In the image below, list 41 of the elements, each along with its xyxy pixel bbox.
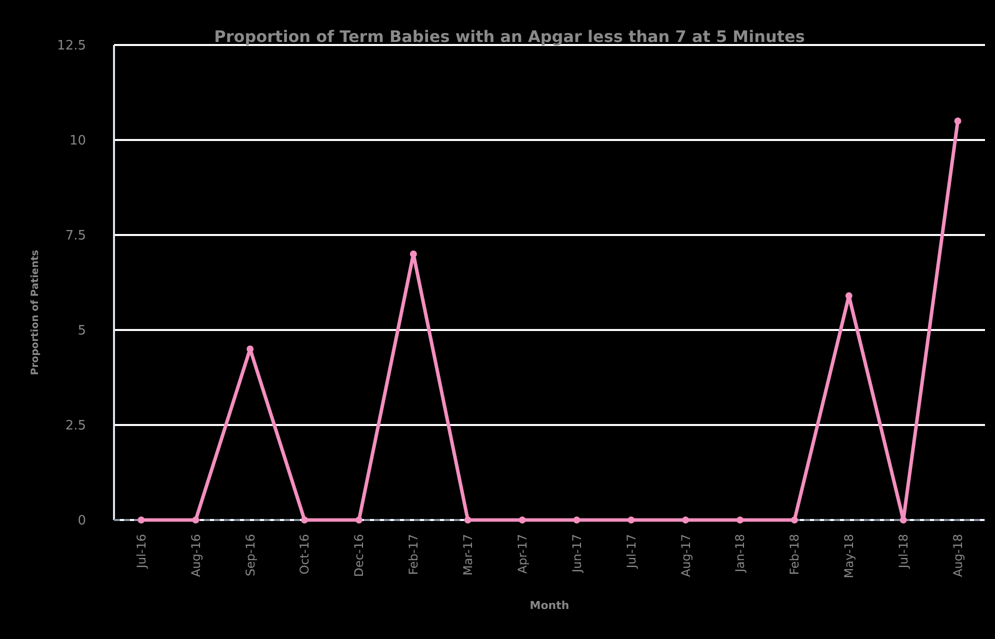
x-tick-label: Feb-17 xyxy=(406,534,421,575)
point xyxy=(301,516,308,524)
y-axis-title: Proportion of Patients xyxy=(30,250,41,376)
point xyxy=(628,516,635,524)
x-tick-label: Aug-16 xyxy=(188,534,203,578)
x-tick-label: May-18 xyxy=(842,534,856,578)
x-tick-label: Apr-17 xyxy=(515,534,530,574)
point xyxy=(410,250,417,258)
point xyxy=(355,516,362,524)
y-tick-label: 5 xyxy=(78,324,86,339)
chart-title: Proportion of Term Babies with an Apgar less than 7 at 5 Minutes xyxy=(214,27,805,46)
point xyxy=(573,516,580,524)
x-tick-label: Feb-18 xyxy=(788,534,802,575)
point xyxy=(900,516,907,524)
x-tick-label: Mar-17 xyxy=(461,534,476,576)
x-tick-label: Jul-18 xyxy=(896,534,911,570)
x-axis-title: Month xyxy=(530,599,570,612)
x-tick-label: Aug-18 xyxy=(950,534,965,578)
x-tick-label: Oct-16 xyxy=(298,534,312,574)
x-tick-label: Jul-16 xyxy=(134,534,148,570)
point xyxy=(682,516,690,524)
point xyxy=(845,292,852,300)
x-tick-label: Jul-17 xyxy=(624,534,638,570)
point xyxy=(736,516,744,524)
y-tick-label: 10 xyxy=(69,134,86,149)
x-tick-label: Jun-17 xyxy=(570,534,584,574)
point xyxy=(954,118,962,124)
point xyxy=(464,516,472,524)
y-tick-label: 12.5 xyxy=(57,38,86,54)
point xyxy=(790,516,798,524)
x-tick-label: Jan-18 xyxy=(733,534,748,574)
point xyxy=(246,346,254,352)
y-tick-label: 7.5 xyxy=(65,228,86,244)
x-tick-label: Aug-17 xyxy=(678,534,693,578)
point xyxy=(518,516,526,524)
x-tick-label: Sep-16 xyxy=(243,534,258,576)
y-tick-label: 2.5 xyxy=(65,418,86,434)
point xyxy=(138,516,145,524)
point xyxy=(192,516,200,524)
y-tick-label: 0 xyxy=(78,514,86,529)
x-tick-label: Dec-16 xyxy=(352,534,366,577)
